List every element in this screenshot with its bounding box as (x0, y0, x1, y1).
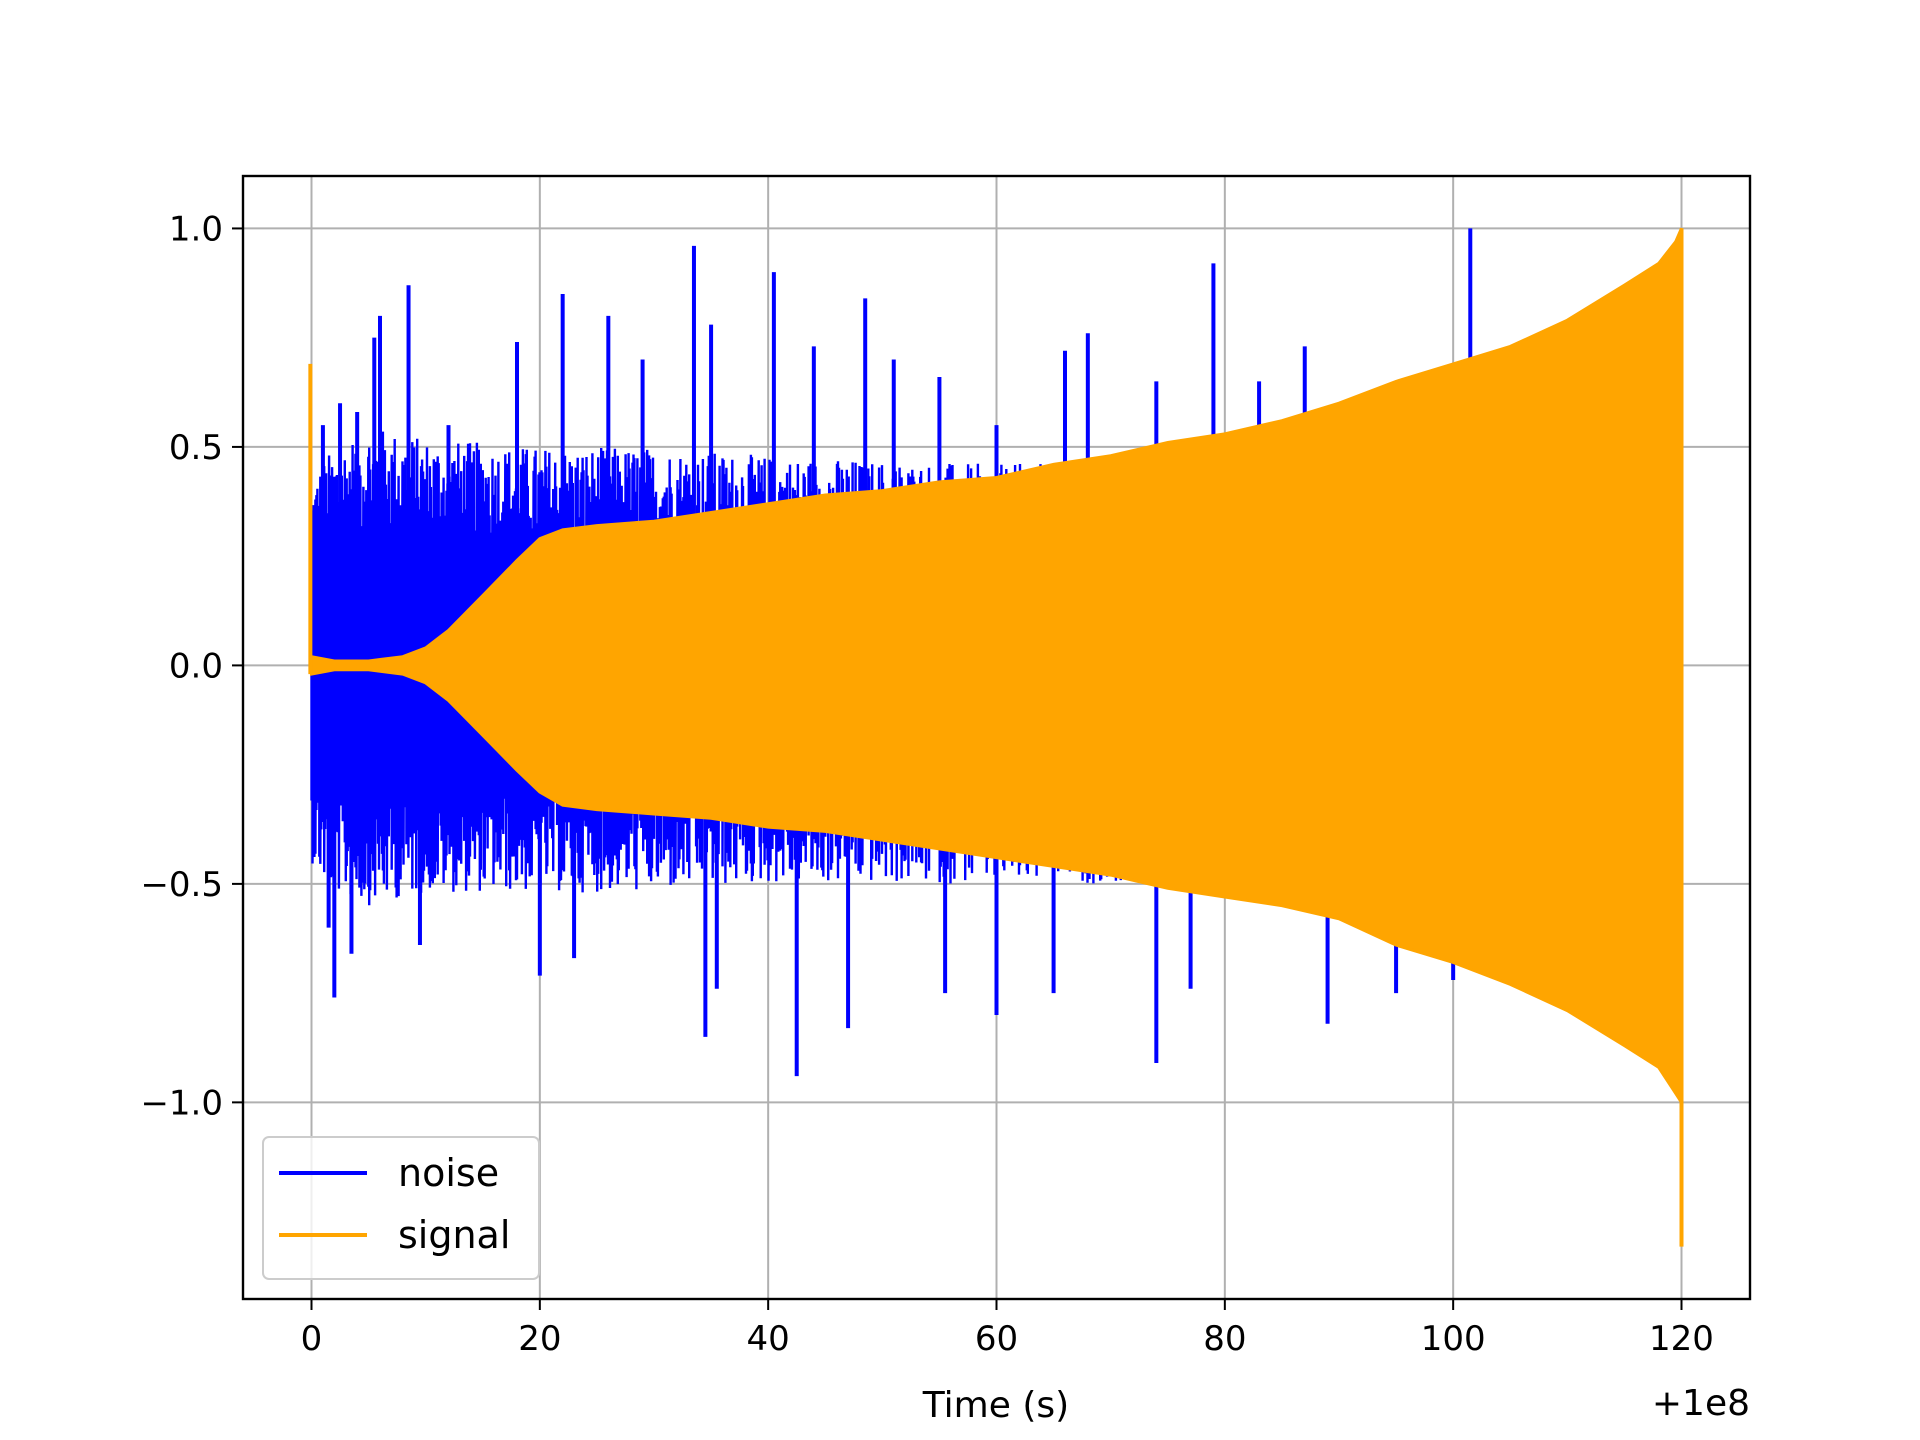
y-tick-label: 1.0 (169, 209, 223, 249)
x-ticks: 0 20 40 60 80 100 120 (301, 1299, 1714, 1359)
x-tick-label: 80 (1203, 1319, 1246, 1359)
y-tick-label: 0.0 (169, 646, 223, 686)
y-tick-label: 0.5 (169, 428, 223, 468)
x-tick-label: 120 (1649, 1319, 1714, 1359)
x-axis-label: Time (s) (922, 1385, 1069, 1426)
y-tick-label: −0.5 (140, 865, 223, 905)
x-tick-label: 0 (301, 1319, 323, 1359)
x-tick-label: 100 (1421, 1319, 1486, 1359)
signal-series (308, 227, 1684, 1247)
legend-label-noise: noise (398, 1151, 499, 1195)
legend-label-signal: signal (398, 1213, 510, 1257)
x-offset-label: +1e8 (1652, 1383, 1750, 1424)
x-tick-label: 40 (747, 1319, 790, 1359)
legend: noise signal (262, 1136, 540, 1280)
noise-series (310, 228, 1683, 1077)
x-tick-label: 60 (975, 1319, 1018, 1359)
plot-area (308, 227, 1684, 1247)
y-tick-label: −1.0 (140, 1083, 223, 1123)
x-tick-label: 20 (518, 1319, 561, 1359)
y-ticks: 1.0 0.5 0.0 −0.5 −1.0 (140, 209, 243, 1123)
